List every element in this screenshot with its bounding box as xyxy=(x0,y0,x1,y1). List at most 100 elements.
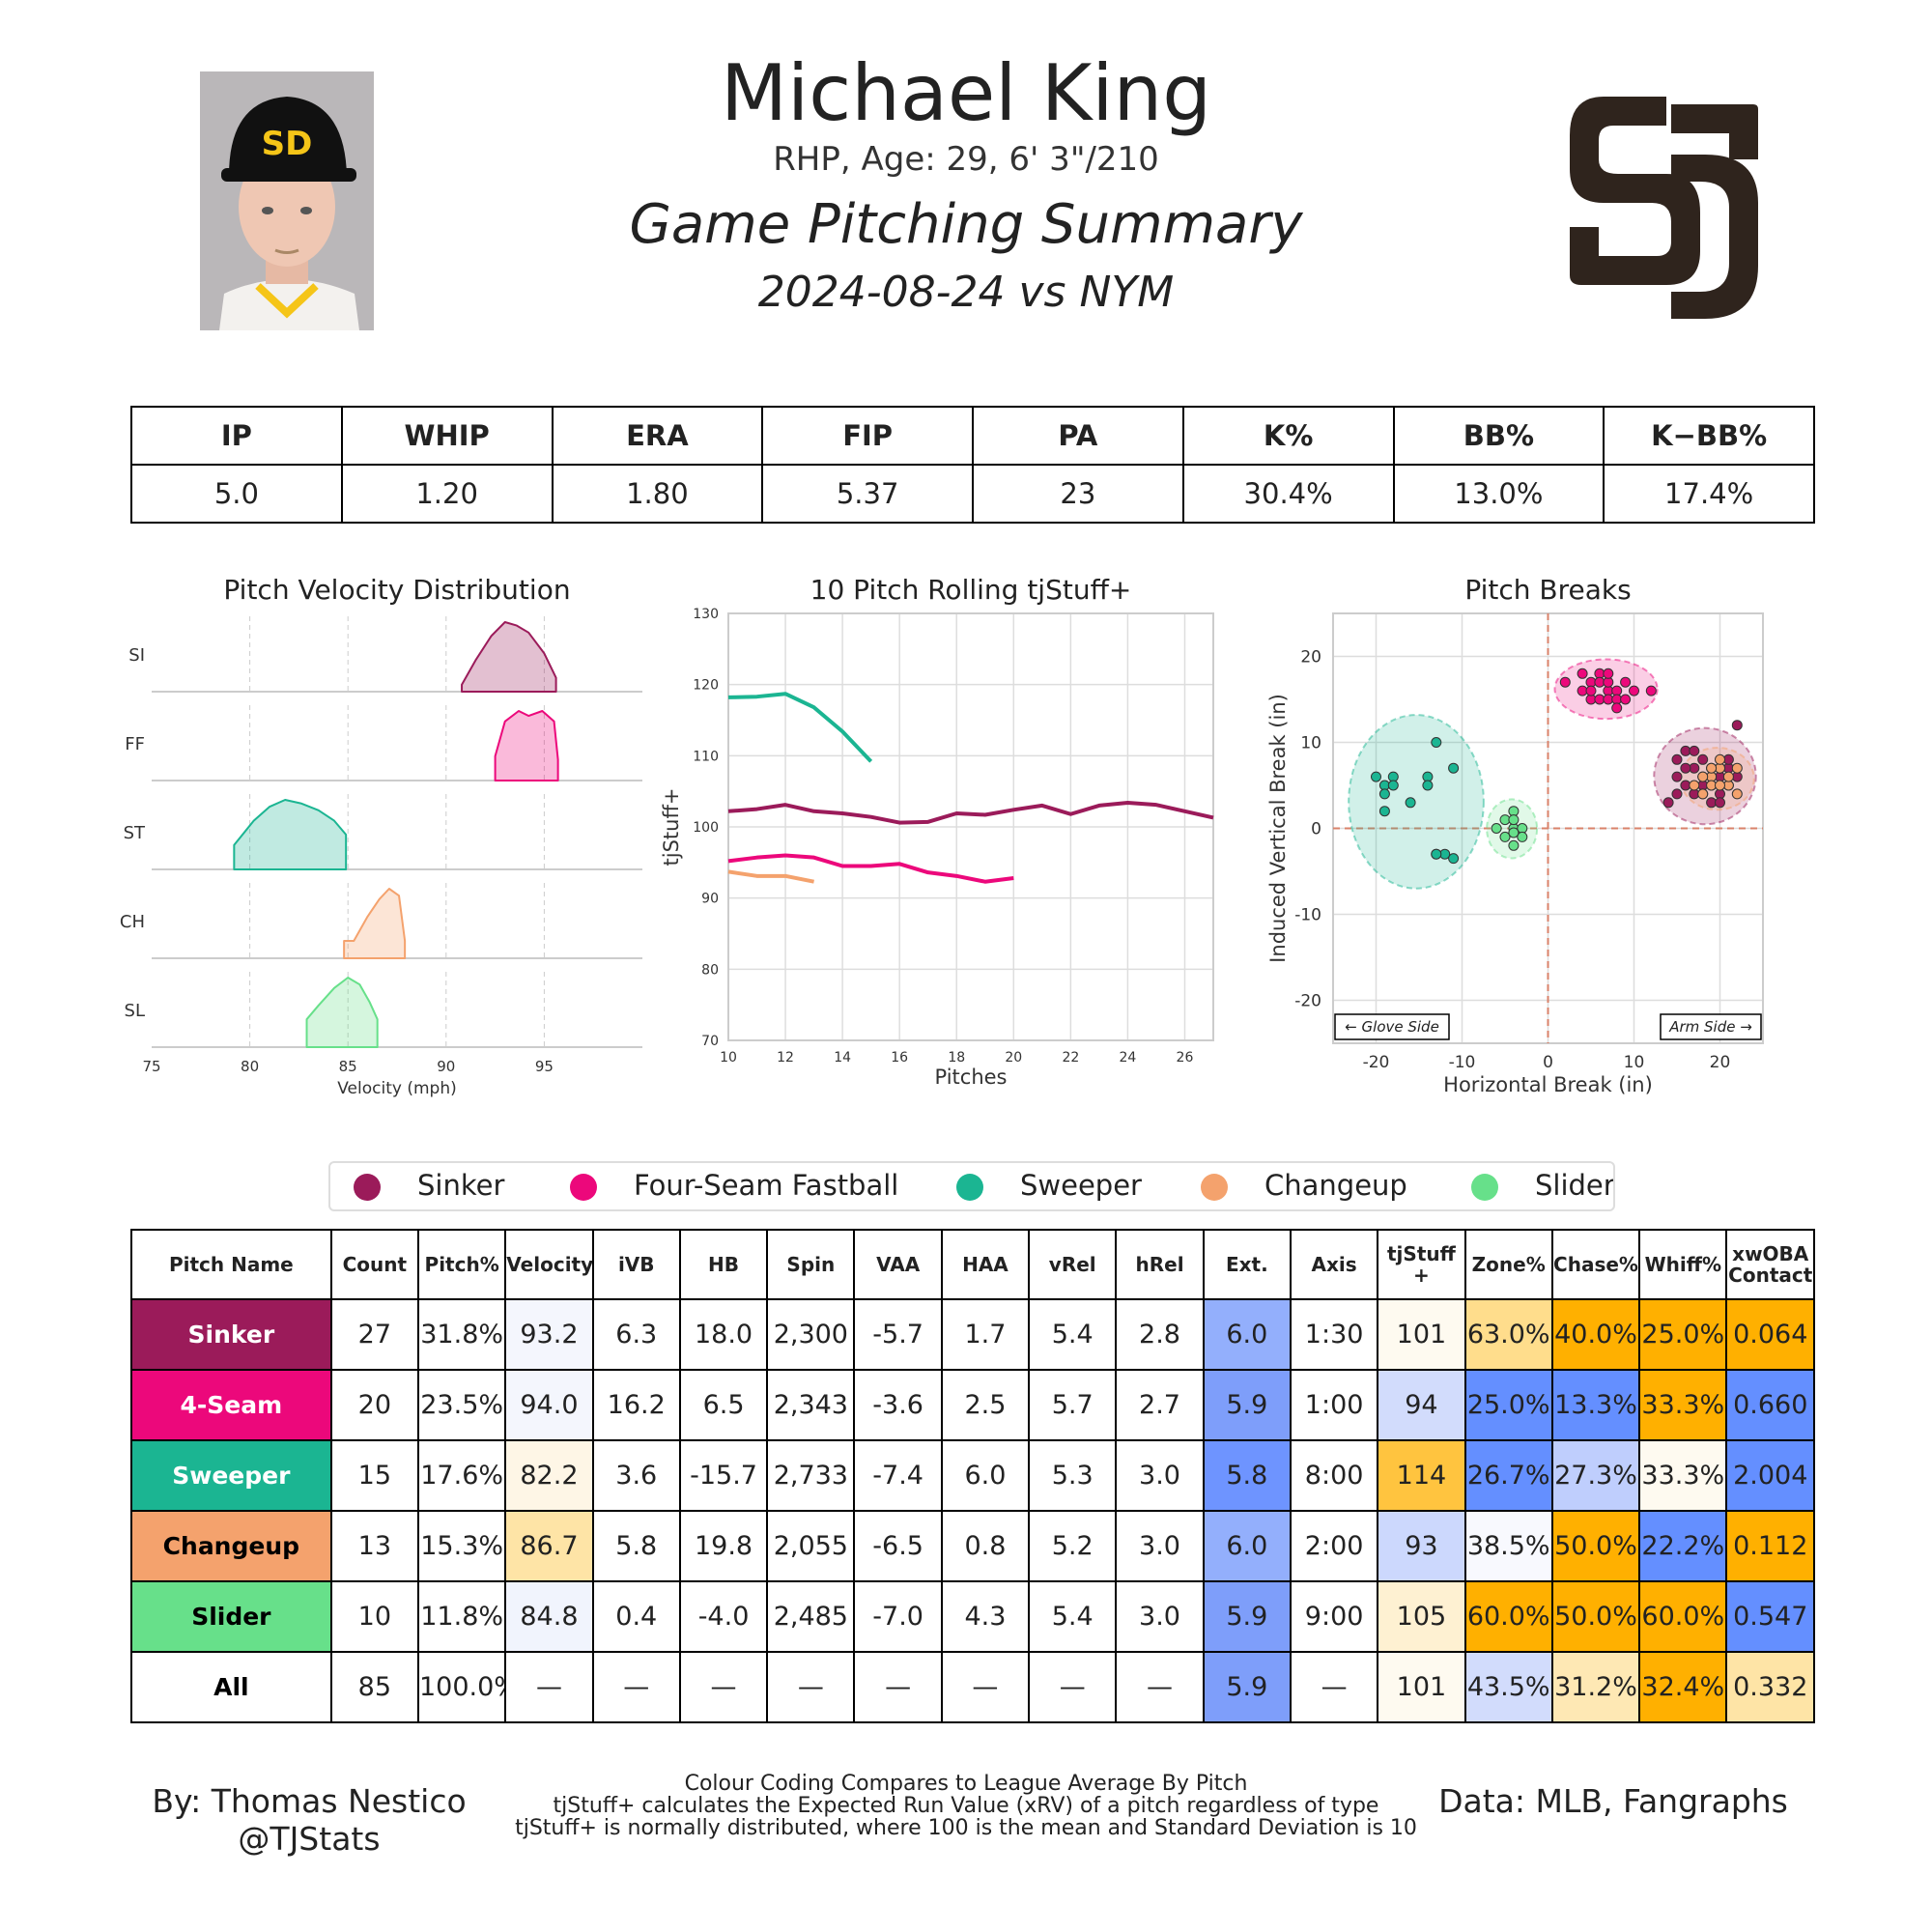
break-point xyxy=(1689,780,1700,791)
table-cell: 3.0 xyxy=(1115,1510,1205,1582)
legend-label: Changeup xyxy=(1264,1169,1407,1202)
table-cell: — xyxy=(853,1651,943,1723)
table-cell: 5.9 xyxy=(1202,1369,1292,1441)
table-cell: -4.0 xyxy=(678,1580,769,1653)
chart-title: Pitch Velocity Distribution xyxy=(223,574,570,606)
x-tick-label: 85 xyxy=(339,1058,357,1075)
table-cell: -3.6 xyxy=(853,1369,943,1441)
pitch-name-cell: Slider xyxy=(130,1580,332,1653)
table-cell: 60.0% xyxy=(1463,1580,1553,1653)
row-label: SL xyxy=(125,1001,145,1021)
series-line-sweeper xyxy=(727,692,873,763)
table-cell: 0.4 xyxy=(591,1580,681,1653)
break-point xyxy=(1697,753,1709,765)
footer-note: tjStuff+ is normally distributed, where … xyxy=(515,1816,1417,1840)
player-photo: SD xyxy=(200,71,374,330)
row-label: CH xyxy=(120,912,145,932)
table-row: All85100.0%————————5.9—10143.5%31.2%32.4… xyxy=(130,1651,1815,1723)
rolling-tjstuff-chart: 10 Pitch Rolling tjStuff+ 70 80 90 100 110 120… xyxy=(660,574,1214,1089)
table-cell: 13 xyxy=(329,1510,420,1582)
table-cell: -7.4 xyxy=(853,1439,943,1512)
y-tick-label: 70 xyxy=(701,1034,719,1049)
table-cell: 2,733 xyxy=(766,1439,856,1512)
row-label: FF xyxy=(125,734,145,754)
column-header: HAA xyxy=(940,1229,1031,1300)
x-tick-label: 90 xyxy=(437,1058,455,1075)
table-cell: 23.5% xyxy=(416,1369,507,1441)
team-logo xyxy=(1560,77,1773,328)
table-cell: 6.3 xyxy=(591,1298,681,1371)
stats-value-row: 5.0 1.20 1.80 5.37 23 30.4% 13.0% 17.4% xyxy=(130,464,1815,524)
break-point xyxy=(1645,685,1657,696)
y-tick-label: 20 xyxy=(1300,648,1321,668)
break-point xyxy=(1405,797,1416,809)
table-cell: 0.547 xyxy=(1725,1580,1815,1653)
table-cell: 5.8 xyxy=(591,1510,681,1582)
table-cell: 33.3% xyxy=(1638,1439,1728,1512)
table-cell: 6.0 xyxy=(1202,1510,1292,1582)
table-cell: 6.5 xyxy=(678,1369,769,1441)
table-cell: -5.7 xyxy=(853,1298,943,1371)
x-tick-label: 24 xyxy=(1119,1050,1136,1065)
table-cell: 31.8% xyxy=(416,1298,507,1371)
stat-header: FIP xyxy=(761,406,974,466)
y-tick-label: 100 xyxy=(693,820,719,836)
column-header: Velocity xyxy=(504,1229,594,1300)
break-point xyxy=(1387,780,1399,791)
table-cell: 18.0 xyxy=(678,1298,769,1371)
break-point xyxy=(1508,827,1520,838)
table-cell: -6.5 xyxy=(853,1510,943,1582)
break-point xyxy=(1731,762,1743,774)
column-header: Count xyxy=(329,1229,420,1300)
y-tick-label: 130 xyxy=(693,607,719,622)
footer-notes: Colour Coding Compares to League Average… xyxy=(483,1773,1449,1839)
series-line-sinker xyxy=(727,800,1214,825)
break-point xyxy=(1448,853,1460,865)
annotation-box xyxy=(1334,1013,1450,1040)
table-cell: 25.0% xyxy=(1463,1369,1553,1441)
annotation-text: Arm Side → xyxy=(1668,1018,1752,1036)
table-cell: 86.7 xyxy=(504,1510,594,1582)
table-cell: 93 xyxy=(1377,1510,1466,1582)
break-point xyxy=(1603,668,1614,679)
table-cell: 1:00 xyxy=(1289,1369,1379,1441)
table-cell: 15.3% xyxy=(416,1510,507,1582)
table-cell: 0.8 xyxy=(940,1510,1031,1582)
stat-value: 13.0% xyxy=(1392,464,1605,524)
pitch-breaks-chart: Pitch Breaks -20 -10 0 10 20 -20 -10 0 10 20 ← Glov… xyxy=(1266,574,1764,1096)
table-cell: 11.8% xyxy=(416,1580,507,1653)
table-cell: 1.7 xyxy=(940,1298,1031,1371)
legend-marker xyxy=(956,1174,983,1201)
column-header: Spin xyxy=(766,1229,856,1300)
y-tick-label: 120 xyxy=(693,678,719,694)
column-header: HB xyxy=(678,1229,769,1300)
table-cell: 3.0 xyxy=(1115,1580,1205,1653)
table-cell: 84.8 xyxy=(504,1580,594,1653)
x-tick-label: 20 xyxy=(1005,1050,1022,1065)
column-header: Whiff% xyxy=(1638,1229,1728,1300)
game-info: 2024-08-24 vs NYM xyxy=(757,268,1175,317)
break-point xyxy=(1585,685,1597,696)
y-tick-label: -10 xyxy=(1294,906,1321,925)
table-cell: — xyxy=(940,1651,1031,1723)
table-cell: — xyxy=(1289,1651,1379,1723)
table-cell: 33.3% xyxy=(1638,1369,1728,1441)
table-cell: 101 xyxy=(1377,1651,1466,1723)
table-cell: 9:00 xyxy=(1289,1580,1379,1653)
player-bio: RHP, Age: 29, 6' 3"/210 xyxy=(773,140,1159,179)
row-label: ST xyxy=(124,823,146,843)
y-tick-label: 90 xyxy=(701,892,719,907)
table-cell: 2,300 xyxy=(766,1298,856,1371)
break-point xyxy=(1629,685,1639,696)
table-cell: 6.0 xyxy=(1202,1298,1292,1371)
stat-header: K% xyxy=(1181,406,1395,466)
break-point xyxy=(1371,771,1381,782)
pitch-name-cell: 4-Seam xyxy=(130,1369,332,1441)
y-axis-label: Induced Vertical Break (in) xyxy=(1266,694,1290,963)
break-point xyxy=(1611,702,1623,714)
break-point xyxy=(1508,839,1520,851)
table-cell: 17.6% xyxy=(416,1439,507,1512)
break-point xyxy=(1620,694,1632,705)
table-cell: 3.6 xyxy=(591,1439,681,1512)
annotation-text: ← Glove Side xyxy=(1345,1018,1439,1036)
